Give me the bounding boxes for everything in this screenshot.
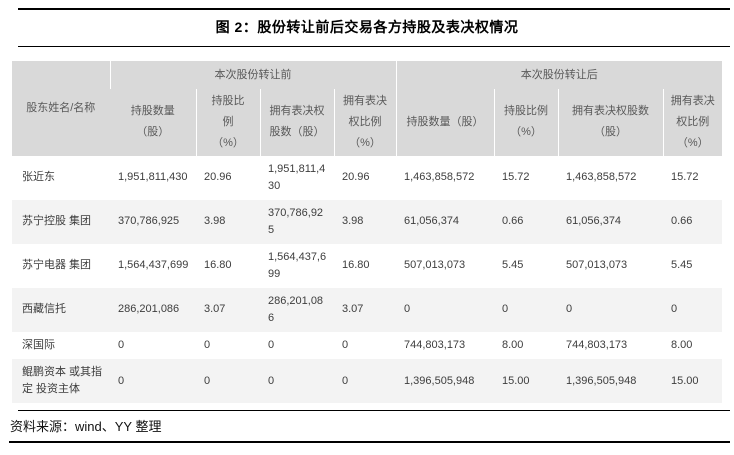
value-cell: 507,013,073 bbox=[558, 243, 663, 288]
shareholder-name-cell: 西藏信托 bbox=[12, 287, 110, 333]
value-cell: 5.45 bbox=[494, 243, 558, 288]
table-row-suning-appliance: 苏宁电器 集团 1,564,437,699 16.80 1,564,437,69… bbox=[12, 243, 722, 288]
value-cell: 1,396,505,948 bbox=[558, 359, 663, 404]
value-cell: 370,786,925 bbox=[260, 199, 334, 244]
value-cell: 744,803,173 bbox=[558, 332, 663, 360]
value-cell: 0 bbox=[196, 332, 260, 360]
value-cell: 15.72 bbox=[494, 155, 558, 200]
value-cell: 20.96 bbox=[334, 155, 396, 200]
col-header-shareholder-name: 股东姓名/名称 bbox=[12, 61, 110, 156]
shareholder-name-cell: 苏宁电器 集团 bbox=[12, 243, 110, 288]
col-header-after-voting-ratio: 拥有表决 权比例 （%） bbox=[662, 89, 722, 156]
group-header-row: 股东姓名/名称 本次股份转让前 本次股份转让后 bbox=[12, 61, 722, 156]
group-header-before-transfer: 本次股份转让前 bbox=[109, 61, 396, 89]
value-cell: 744,803,173 bbox=[396, 332, 494, 360]
value-cell: 15.72 bbox=[663, 155, 722, 200]
col-header-after-voting-shares: 拥有表决权股数 （股） bbox=[557, 89, 663, 156]
figure-title: 图 2：股份转让前后交易各方持股及表决权情况 bbox=[215, 19, 519, 35]
value-cell: 0 bbox=[558, 287, 663, 333]
value-cell: 0 bbox=[334, 359, 396, 404]
value-cell: 1,564,437,699 bbox=[110, 243, 196, 288]
value-cell: 61,056,374 bbox=[558, 199, 663, 244]
source-top-rule bbox=[18, 410, 730, 412]
group-header-after-transfer: 本次股份转让后 bbox=[395, 61, 722, 89]
value-cell: 61,056,374 bbox=[396, 199, 494, 244]
value-cell: 370,786,925 bbox=[110, 199, 196, 244]
value-cell: 0 bbox=[260, 359, 334, 404]
source-note: 资料来源：wind、YY 整理 bbox=[10, 419, 162, 435]
value-cell: 15.00 bbox=[663, 359, 722, 404]
value-cell: 1,951,811,430 bbox=[110, 155, 196, 200]
col-header-before-holding-ratio: 持股比 例 （%） bbox=[195, 89, 260, 156]
value-cell: 1,396,505,948 bbox=[396, 359, 494, 404]
value-cell: 507,013,073 bbox=[396, 243, 494, 288]
col-header-after-holding-ratio: 持股比例 （%） bbox=[493, 89, 558, 156]
title-underline-rule bbox=[18, 46, 730, 47]
shareholding-table: 股东姓名/名称 本次股份转让前 本次股份转让后 持股数量 （股） 持股比 例 （… bbox=[12, 61, 722, 404]
value-cell: 0 bbox=[494, 287, 558, 333]
value-cell: 0 bbox=[260, 332, 334, 360]
col-header-before-voting-ratio: 拥有表决 权比例 （%） bbox=[333, 89, 396, 156]
value-cell: 0 bbox=[110, 359, 196, 404]
value-cell: 0 bbox=[396, 287, 494, 333]
table-row-kunpeng-capital: 鲲鹏资本 或其指定 投资主体 0 0 0 0 1,396,505,948 15.… bbox=[12, 359, 722, 404]
table-row-suning-holdings: 苏宁控股 集团 370,786,925 3.98 370,786,925 3.9… bbox=[12, 199, 722, 244]
value-cell: 16.80 bbox=[196, 243, 260, 288]
value-cell: 5.45 bbox=[663, 243, 722, 288]
col-header-before-voting-shares: 拥有表决权 股数（股） bbox=[259, 89, 334, 156]
value-cell: 0.66 bbox=[494, 199, 558, 244]
value-cell: 20.96 bbox=[196, 155, 260, 200]
value-cell: 1,463,858,572 bbox=[396, 155, 494, 200]
value-cell: 0 bbox=[334, 332, 396, 360]
value-cell: 3.07 bbox=[196, 287, 260, 333]
value-cell: 286,201,086 bbox=[260, 287, 334, 333]
col-header-before-shares-held: 持股数量 （股） bbox=[110, 89, 196, 156]
shareholder-name-cell: 深国际 bbox=[12, 332, 110, 360]
value-cell: 3.98 bbox=[196, 199, 260, 244]
shareholder-name-cell: 张近东 bbox=[12, 155, 110, 200]
col-header-after-shares-held: 持股数量（股） bbox=[395, 89, 494, 156]
value-cell: 3.98 bbox=[334, 199, 396, 244]
value-cell: 0.66 bbox=[663, 199, 722, 244]
value-cell: 8.00 bbox=[494, 332, 558, 360]
value-cell: 3.07 bbox=[334, 287, 396, 333]
value-cell: 0 bbox=[110, 332, 196, 360]
value-cell: 286,201,086 bbox=[110, 287, 196, 333]
value-cell: 1,564,437,699 bbox=[260, 243, 334, 288]
top-rule bbox=[18, 8, 730, 10]
table-row-xizang-trust: 西藏信托 286,201,086 3.07 286,201,086 3.07 0… bbox=[12, 287, 722, 333]
bottom-rule bbox=[9, 441, 730, 444]
value-cell: 1,951,811,430 bbox=[260, 155, 334, 200]
value-cell: 0 bbox=[663, 287, 722, 333]
table-row-zhangjindong: 张近东 1,951,811,430 20.96 1,951,811,430 20… bbox=[12, 155, 722, 200]
column-header-row: 持股数量 （股） 持股比 例 （%） 拥有表决权 股数（股） 拥有表决 权比例 … bbox=[12, 89, 722, 156]
table-row-shen-international: 深国际 0 0 0 0 744,803,173 8.00 744,803,173… bbox=[12, 332, 722, 360]
value-cell: 1,463,858,572 bbox=[558, 155, 663, 200]
value-cell: 8.00 bbox=[663, 332, 722, 360]
value-cell: 15.00 bbox=[494, 359, 558, 404]
shareholder-name-cell: 苏宁控股 集团 bbox=[12, 199, 110, 244]
value-cell: 16.80 bbox=[334, 243, 396, 288]
value-cell: 0 bbox=[196, 359, 260, 404]
shareholder-name-cell: 鲲鹏资本 或其指定 投资主体 bbox=[12, 359, 110, 404]
